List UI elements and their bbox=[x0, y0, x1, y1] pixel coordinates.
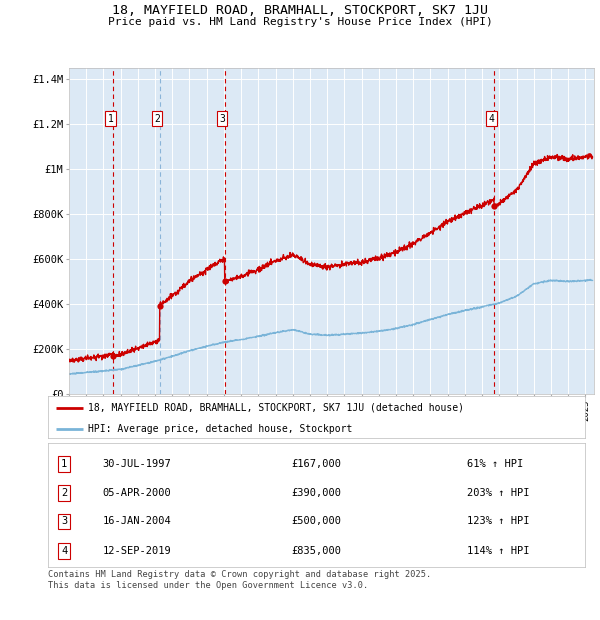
Text: 1: 1 bbox=[61, 459, 67, 469]
Text: Contains HM Land Registry data © Crown copyright and database right 2025.
This d: Contains HM Land Registry data © Crown c… bbox=[48, 570, 431, 590]
Text: £390,000: £390,000 bbox=[292, 488, 341, 498]
Text: Price paid vs. HM Land Registry's House Price Index (HPI): Price paid vs. HM Land Registry's House … bbox=[107, 17, 493, 27]
Text: £500,000: £500,000 bbox=[292, 516, 341, 526]
Text: 61% ↑ HPI: 61% ↑ HPI bbox=[467, 459, 523, 469]
Text: 30-JUL-1997: 30-JUL-1997 bbox=[102, 459, 171, 469]
Text: 203% ↑ HPI: 203% ↑ HPI bbox=[467, 488, 529, 498]
Text: 3: 3 bbox=[61, 516, 67, 526]
Text: 12-SEP-2019: 12-SEP-2019 bbox=[102, 546, 171, 556]
Text: 2: 2 bbox=[61, 488, 67, 498]
Text: 3: 3 bbox=[219, 113, 225, 123]
Text: 05-APR-2000: 05-APR-2000 bbox=[102, 488, 171, 498]
Text: £835,000: £835,000 bbox=[292, 546, 341, 556]
Text: 2: 2 bbox=[154, 113, 160, 123]
Text: HPI: Average price, detached house, Stockport: HPI: Average price, detached house, Stoc… bbox=[88, 424, 353, 434]
Text: 114% ↑ HPI: 114% ↑ HPI bbox=[467, 546, 529, 556]
Text: 16-JAN-2004: 16-JAN-2004 bbox=[102, 516, 171, 526]
Text: 4: 4 bbox=[488, 113, 494, 123]
Text: 4: 4 bbox=[61, 546, 67, 556]
Text: 123% ↑ HPI: 123% ↑ HPI bbox=[467, 516, 529, 526]
Text: 18, MAYFIELD ROAD, BRAMHALL, STOCKPORT, SK7 1JU (detached house): 18, MAYFIELD ROAD, BRAMHALL, STOCKPORT, … bbox=[88, 403, 464, 413]
Text: 18, MAYFIELD ROAD, BRAMHALL, STOCKPORT, SK7 1JU: 18, MAYFIELD ROAD, BRAMHALL, STOCKPORT, … bbox=[112, 4, 488, 17]
Text: 1: 1 bbox=[108, 113, 114, 123]
Text: £167,000: £167,000 bbox=[292, 459, 341, 469]
